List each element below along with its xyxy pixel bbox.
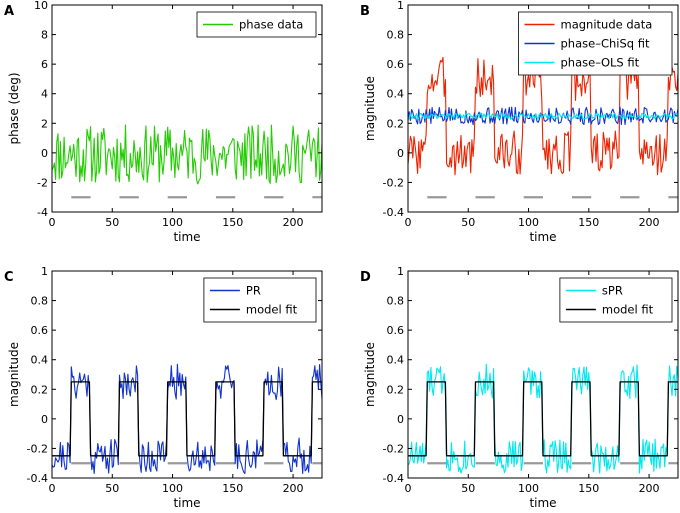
x-axis-label: time bbox=[529, 496, 556, 510]
x-tick-label: 150 bbox=[578, 482, 599, 495]
y-tick-label: 10 bbox=[34, 0, 48, 12]
x-tick-label: 150 bbox=[222, 482, 243, 495]
panel-b: 0 50 100 150 200 -0.4 -0.2 0 0.2 0.4 0.6 0.8 1 time ma… bbox=[360, 0, 679, 244]
legend-entry: PR bbox=[246, 284, 261, 298]
series-line-1 bbox=[52, 381, 322, 457]
y-tick-label: -2 bbox=[37, 176, 48, 189]
legend-box bbox=[559, 277, 673, 323]
y-tick-label: 1 bbox=[41, 265, 48, 278]
axes-frame bbox=[407, 4, 679, 213]
x-tick-label: 100 bbox=[162, 216, 183, 229]
legend-entry: model fit bbox=[602, 303, 654, 317]
y-axis-label: phase (deg) bbox=[7, 72, 21, 144]
panel-letter: B bbox=[360, 4, 370, 19]
x-tick-label: 100 bbox=[518, 216, 539, 229]
series-line-0 bbox=[52, 124, 322, 185]
x-axis-label: time bbox=[173, 230, 200, 244]
panel-d: 0 50 100 150 200 -0.4 -0.2 0 0.2 0.4 0.6 0.8 1 time ma… bbox=[360, 265, 679, 510]
y-tick-label: -0.4 bbox=[383, 206, 404, 219]
x-tick-label: 150 bbox=[578, 216, 599, 229]
y-tick-label: 1 bbox=[397, 0, 404, 12]
x-tick-label: 200 bbox=[283, 216, 304, 229]
x-tick-label: 0 bbox=[405, 482, 412, 495]
x-tick-label: 200 bbox=[283, 482, 304, 495]
y-tick-label: -0.4 bbox=[27, 472, 48, 485]
legend-entry: phase data bbox=[239, 18, 303, 32]
x-tick-label: 200 bbox=[639, 216, 660, 229]
y-tick-label: -4 bbox=[37, 206, 48, 219]
y-tick-label: -0.2 bbox=[383, 442, 404, 455]
panel-letter: A bbox=[4, 4, 14, 19]
y-tick-label: 0 bbox=[41, 413, 48, 426]
panel-a: 0 50 100 150 200 -4 -2 0 2 4 6 8 10 time phase (deg) Ap… bbox=[4, 0, 323, 244]
y-tick-label: 0.4 bbox=[31, 354, 49, 367]
x-tick-label: 0 bbox=[405, 216, 412, 229]
x-tick-label: 100 bbox=[518, 482, 539, 495]
y-tick-label: 4 bbox=[41, 88, 48, 101]
panel-letter: D bbox=[360, 270, 371, 285]
y-tick-label: 0.6 bbox=[31, 324, 49, 337]
legend-entry: phase–ChiSq fit bbox=[561, 37, 650, 51]
y-tick-label: 0 bbox=[397, 413, 404, 426]
x-tick-label: 0 bbox=[49, 216, 56, 229]
axes-frame bbox=[51, 270, 323, 479]
axes-frame bbox=[407, 270, 679, 479]
y-tick-label: 0 bbox=[41, 147, 48, 160]
y-tick-label: 0.8 bbox=[31, 295, 49, 308]
y-tick-label: 2 bbox=[41, 117, 48, 130]
x-tick-label: 50 bbox=[461, 482, 475, 495]
y-tick-label: 0.6 bbox=[387, 324, 405, 337]
legend-entry: sPR bbox=[602, 284, 623, 298]
x-tick-label: 0 bbox=[49, 482, 56, 495]
y-tick-label: -0.4 bbox=[383, 472, 404, 485]
series-line-2 bbox=[408, 112, 678, 120]
y-tick-label: 0.2 bbox=[387, 383, 405, 396]
y-tick-label: 0.8 bbox=[387, 295, 405, 308]
y-tick-label: 0.2 bbox=[31, 383, 49, 396]
legend-entry: model fit bbox=[246, 303, 298, 317]
y-tick-label: 0.4 bbox=[387, 88, 405, 101]
y-axis-label: magnitude bbox=[363, 342, 377, 407]
x-tick-label: 200 bbox=[639, 482, 660, 495]
y-tick-label: 1 bbox=[397, 265, 404, 278]
y-tick-label: -0.2 bbox=[27, 442, 48, 455]
panel-c: 0 50 100 150 200 -0.4 -0.2 0 0.2 0.4 0.6 0.8 1 time ma… bbox=[4, 265, 323, 510]
x-tick-label: 50 bbox=[105, 482, 119, 495]
series-line-1 bbox=[408, 106, 678, 126]
y-tick-label: 0.8 bbox=[387, 29, 405, 42]
y-tick-label: 0.6 bbox=[387, 58, 405, 71]
y-tick-label: 6 bbox=[41, 58, 48, 71]
y-tick-label: 8 bbox=[41, 29, 48, 42]
x-axis-label: time bbox=[529, 230, 556, 244]
panel-letter: C bbox=[4, 270, 14, 285]
x-tick-label: 150 bbox=[222, 216, 243, 229]
legend-box bbox=[203, 277, 317, 323]
y-tick-label: 0.4 bbox=[387, 354, 405, 367]
legend-entry: magnitude data bbox=[561, 18, 653, 32]
y-tick-label: -0.2 bbox=[383, 176, 404, 189]
x-axis-label: time bbox=[173, 496, 200, 510]
y-tick-label: 0 bbox=[397, 147, 404, 160]
legend-entry: phase–OLS fit bbox=[561, 56, 640, 70]
x-tick-label: 100 bbox=[162, 482, 183, 495]
axes-frame bbox=[51, 4, 323, 213]
x-tick-label: 50 bbox=[105, 216, 119, 229]
y-tick-label: 0.2 bbox=[387, 117, 405, 130]
y-axis-label: magnitude bbox=[363, 76, 377, 141]
x-tick-label: 50 bbox=[461, 216, 475, 229]
series-line-1 bbox=[408, 381, 678, 457]
y-axis-label: magnitude bbox=[7, 342, 21, 407]
